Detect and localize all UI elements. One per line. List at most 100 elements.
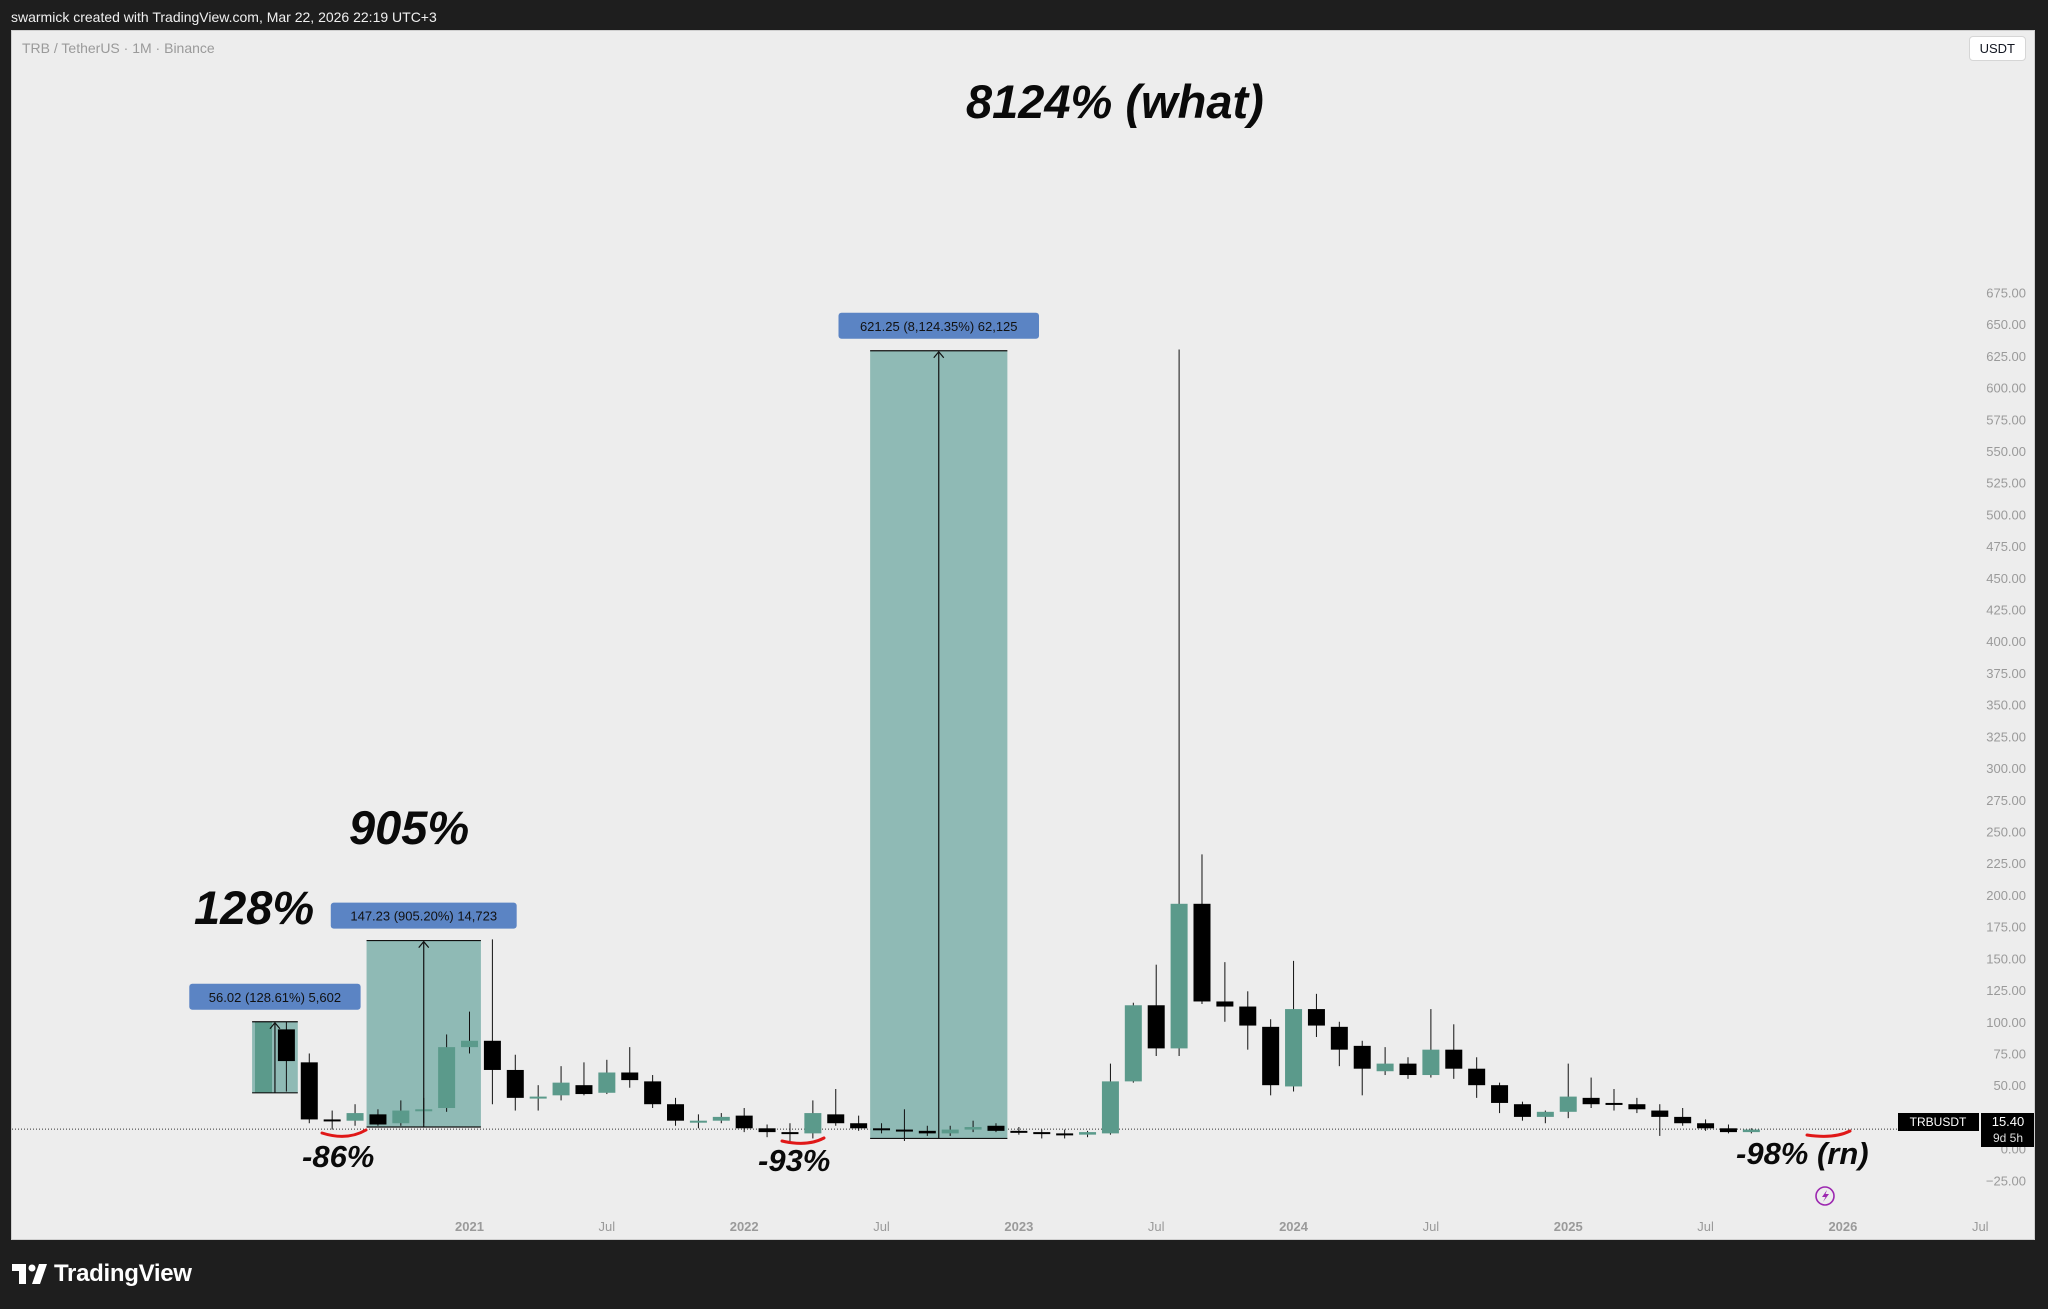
candle-body (1559, 1096, 1577, 1112)
candle-body (1216, 1001, 1234, 1007)
y-tick-label: 625.00 (1986, 349, 2026, 364)
candle (1742, 1128, 1760, 1134)
currency-button[interactable]: USDT (1968, 36, 2026, 61)
candle (1101, 1063, 1119, 1135)
price-chart[interactable]: −25.000.0025.0050.0075.00100.00125.00150… (12, 31, 2035, 1240)
candle-body (1697, 1123, 1715, 1129)
measure-label-bg (330, 902, 517, 929)
y-tick-label: 450.00 (1986, 571, 2026, 586)
measure-label-bg (189, 983, 361, 1010)
candle-body (1468, 1068, 1486, 1086)
y-tick-label: 50.00 (1993, 1078, 2026, 1093)
y-tick-label: 550.00 (1986, 444, 2026, 459)
candle-body (964, 1127, 982, 1130)
candle (781, 1123, 799, 1141)
candle-body (1285, 1009, 1303, 1087)
candle-body (1033, 1132, 1051, 1135)
y-tick-label: −25.00 (1986, 1173, 2026, 1188)
candle-body (346, 1113, 364, 1121)
candle (506, 1054, 524, 1111)
candle (277, 1021, 295, 1092)
y-tick-label: 125.00 (1986, 983, 2026, 998)
candle-body (1353, 1045, 1371, 1069)
symbol-info[interactable]: TRB / TetherUS · 1M · Binance (22, 40, 215, 56)
candle-body (575, 1085, 593, 1095)
candle (575, 1062, 593, 1096)
candle-body (483, 1040, 501, 1070)
tradingview-logo[interactable]: TradingView (12, 1260, 192, 1288)
candle-body (1056, 1133, 1074, 1136)
chart-frame[interactable]: −25.000.0025.0050.0075.00100.00125.00150… (11, 30, 2035, 1240)
candle-body (1422, 1049, 1440, 1076)
annotation-drop-86: -86% (302, 1139, 374, 1174)
candle (483, 939, 501, 1105)
candle-body (1147, 1005, 1165, 1049)
candle-body (461, 1040, 479, 1048)
candle-body (667, 1104, 685, 1121)
price-tag-countdown: 9d 5h (1993, 1131, 2023, 1145)
candle-body (1674, 1116, 1692, 1124)
candle-body (1651, 1110, 1669, 1117)
x-tick-label: Jul (599, 1219, 616, 1234)
x-tick-label: Jul (1423, 1219, 1440, 1234)
candle (1513, 1101, 1531, 1121)
candle-body (1742, 1129, 1760, 1133)
candle (621, 1047, 639, 1088)
y-tick-label: 250.00 (1986, 825, 2026, 840)
candle (1697, 1119, 1715, 1131)
y-tick-label: 200.00 (1986, 888, 2026, 903)
x-tick-label: Jul (1148, 1219, 1165, 1234)
candle (461, 1011, 479, 1054)
annotation-8124: 8124% (what) (966, 75, 1264, 128)
y-tick-label: 575.00 (1986, 412, 2026, 427)
x-tick-label: 2026 (1828, 1219, 1857, 1234)
candle-body (552, 1082, 570, 1096)
low-marker-1 (320, 1128, 368, 1138)
candle-body (850, 1123, 868, 1129)
price-tag-bg (1981, 1113, 2034, 1147)
candle (918, 1125, 936, 1136)
candle (1353, 1040, 1371, 1096)
annotation-drop-98: -98% (rn) (1736, 1136, 1869, 1171)
candle-body (621, 1072, 639, 1081)
candle-body (1170, 903, 1188, 1049)
candle-body (1330, 1026, 1348, 1050)
lightning-icon[interactable] (1815, 1186, 1835, 1206)
candle-body (987, 1125, 1005, 1131)
candle-body (781, 1132, 799, 1135)
candle (987, 1123, 1005, 1133)
x-tick-label: Jul (1972, 1219, 1989, 1234)
candle-body (895, 1129, 913, 1132)
candle (392, 1100, 410, 1126)
candle (644, 1075, 662, 1109)
candle-body (1719, 1128, 1737, 1133)
candle (1262, 1019, 1280, 1096)
candle (1330, 1021, 1348, 1067)
candle (300, 1053, 318, 1124)
candle (895, 1109, 913, 1141)
x-tick-label: 2022 (730, 1219, 759, 1234)
price-tag-ticker-bg (1898, 1113, 1979, 1131)
candle-body (369, 1114, 387, 1125)
y-tick-label: 275.00 (1986, 793, 2026, 808)
candle-body (1101, 1081, 1119, 1134)
candle-body (598, 1072, 616, 1093)
candle (1056, 1129, 1074, 1139)
y-tick-label: 525.00 (1986, 476, 2026, 491)
candle (1651, 1104, 1669, 1136)
candle (873, 1123, 891, 1134)
candle-body (827, 1114, 845, 1124)
y-tick-label: 375.00 (1986, 666, 2026, 681)
measure-arrow-head (933, 350, 945, 359)
candle (850, 1115, 868, 1131)
candle (735, 1108, 753, 1133)
y-tick-label: 150.00 (1986, 951, 2026, 966)
y-tick-label: 425.00 (1986, 603, 2026, 618)
candle-body (941, 1129, 959, 1134)
y-tick-label: 300.00 (1986, 761, 2026, 776)
candle-body (1582, 1097, 1600, 1105)
measure-arrow-head (418, 940, 430, 948)
candle-body (758, 1128, 776, 1133)
candle (1628, 1097, 1646, 1114)
candle (1422, 1009, 1440, 1078)
